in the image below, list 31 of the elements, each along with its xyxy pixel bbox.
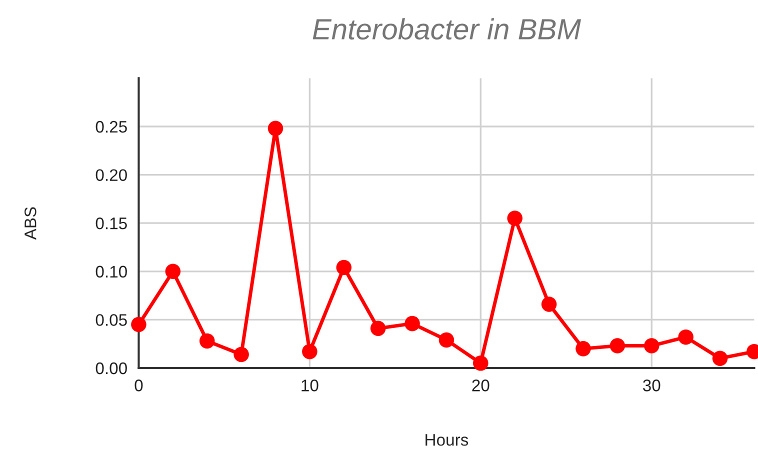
point — [234, 346, 249, 362]
point — [370, 320, 386, 336]
y-tick-label: 0.00 — [96, 362, 127, 374]
y-tick-label: 0.15 — [96, 218, 127, 230]
point — [678, 329, 694, 345]
point — [199, 333, 215, 349]
point — [712, 350, 728, 366]
y-tick-label: 0.10 — [96, 266, 127, 278]
point — [302, 344, 318, 360]
x-tick-label: 30 — [642, 380, 660, 392]
point — [610, 338, 626, 354]
y-axis-title: ABS — [24, 207, 36, 240]
point — [268, 120, 284, 136]
x-tick-label: 20 — [472, 380, 490, 392]
chart-title: Enterobacter in BBM — [312, 18, 582, 40]
y-tick-label: 0.20 — [96, 169, 127, 182]
x-tick-label: 0 — [134, 380, 143, 392]
point — [336, 260, 352, 276]
y-tick-label: 0.05 — [96, 314, 127, 326]
point — [165, 264, 181, 280]
x-axis-title: Hours — [426, 434, 468, 446]
point — [507, 210, 522, 226]
point — [438, 332, 454, 348]
point — [644, 338, 660, 354]
point — [541, 296, 557, 312]
point — [576, 341, 591, 356]
point — [473, 356, 488, 371]
y-tick-label: 0.25 — [96, 120, 127, 133]
x-tick-label: 10 — [302, 380, 318, 392]
point — [404, 316, 420, 332]
point — [131, 316, 146, 332]
